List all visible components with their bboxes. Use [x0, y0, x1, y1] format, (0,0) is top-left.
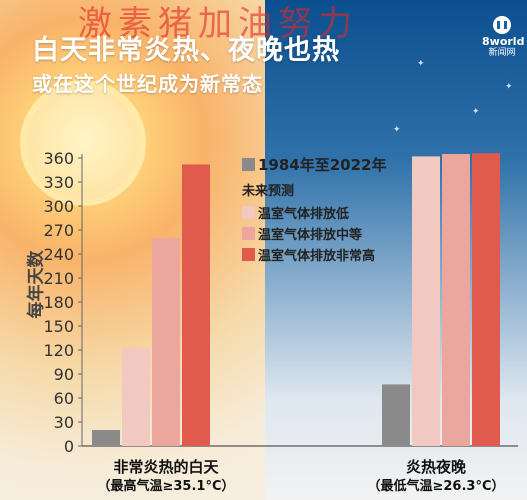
logo-subtext: 新闻网	[488, 48, 516, 58]
category-label-hot-days: 非常炎热的白天 （最高气温≥35.1°C）	[76, 458, 256, 496]
star-icon: ✦	[472, 107, 480, 117]
legend-item: 温室气体排放低	[242, 202, 387, 223]
bar	[152, 238, 180, 446]
y-tick-label: 120	[43, 341, 74, 360]
y-tick-label: 60	[54, 389, 74, 408]
star-icon: ✦	[505, 82, 513, 92]
legend-heading: 未来预测	[242, 184, 295, 199]
chart-subtitle: 或在这个世纪成为新常态	[32, 72, 263, 96]
y-tick-label: 240	[43, 245, 74, 264]
y-tick-label: 90	[54, 365, 74, 384]
star-icon: ✦	[417, 59, 425, 69]
bar	[92, 430, 120, 446]
y-tick-label: 330	[43, 173, 74, 192]
legend-item: 1984年至2022年	[242, 154, 387, 175]
chart-legend: 1984年至2022年 未来预测 温室气体排放低 温室气体排放中等 温室气体排放…	[242, 154, 387, 265]
legend-label: 温室气体排放中等	[258, 228, 363, 243]
category-name: 炎热夜晚	[405, 458, 466, 476]
y-tick-label: 360	[43, 149, 74, 168]
legend-label: 温室气体排放低	[258, 207, 350, 222]
y-tick-label: 210	[43, 269, 74, 288]
y-tick-label: 0	[64, 437, 74, 456]
legend-swatch	[242, 248, 255, 261]
y-tick-label: 30	[54, 413, 74, 432]
bar	[472, 153, 500, 446]
category-name: 非常炎热的白天	[113, 458, 219, 476]
logo-text: 8world	[482, 35, 525, 48]
y-tick-label: 150	[43, 317, 74, 336]
chart-title: 白天非常炎热、夜晚也热	[32, 35, 340, 66]
star-icon: ✦	[393, 125, 401, 135]
category-note: （最低气温≥26.3°C）	[367, 479, 505, 494]
legend-label: 温室气体排放非常高	[258, 249, 376, 264]
bar	[442, 154, 470, 446]
legend-item: 温室气体排放中等	[242, 223, 387, 244]
bar	[412, 156, 440, 446]
legend-label: 1984年至2022年	[258, 156, 387, 174]
bar	[382, 384, 410, 446]
y-axis-label: 每年天数	[26, 250, 47, 319]
y-tick-label: 180	[43, 293, 74, 312]
category-note: （最高气温≥35.1°C）	[97, 479, 235, 494]
y-tick-label: 270	[43, 221, 74, 240]
legend-swatch	[242, 158, 255, 171]
8world-logo-icon	[493, 16, 511, 34]
legend-swatch	[242, 227, 255, 240]
watermark-text: 激素猪加油努力	[78, 4, 358, 44]
brand-logo: 8world 新闻网	[482, 16, 525, 58]
bar	[182, 164, 210, 446]
bar	[122, 347, 150, 446]
legend-swatch	[242, 206, 255, 219]
legend-item: 温室气体排放非常高	[242, 244, 387, 265]
category-label-hot-nights: 炎热夜晚 （最低气温≥26.3°C）	[352, 458, 520, 496]
sun-icon	[20, 80, 146, 206]
y-tick-label: 300	[43, 197, 74, 216]
